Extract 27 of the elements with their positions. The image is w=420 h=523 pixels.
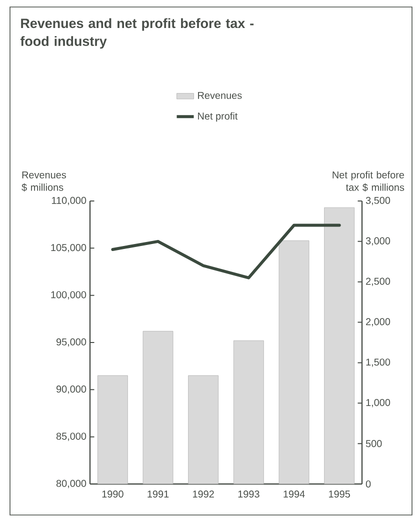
y2-tick-label: 3,000: [366, 237, 390, 246]
y2-tick-label: 500: [366, 440, 382, 448]
x-tick-label: 1994: [284, 490, 305, 498]
x-tick-label: 1992: [193, 490, 214, 498]
y2-tick-label: 1,500: [366, 358, 390, 367]
y-tick-label: 90,000: [56, 386, 86, 394]
y2-axis-title: Net profit before tax $ millions: [332, 171, 404, 192]
y-tick-label: 85,000: [56, 432, 86, 441]
legend-label: Net profit: [198, 112, 238, 122]
y-tick-label: 95,000: [56, 338, 86, 347]
legend-label: Revenues: [198, 92, 242, 99]
x-tick-label: 1991: [148, 490, 169, 498]
x-tick-label: 1990: [102, 490, 124, 498]
chart-title: Revenues and net profit before tax - food industry: [20, 18, 254, 49]
x-tick-label: 1995: [329, 490, 350, 498]
y2-tick-label: 2,000: [366, 318, 390, 326]
y2-tick-label: 3,500: [366, 196, 390, 206]
y-tick-label: 80,000: [56, 480, 86, 488]
y2-tick-label: 2,500: [366, 278, 390, 286]
y2-tick-label: 1,000: [366, 399, 390, 408]
line-series: [111, 224, 341, 280]
y-tick-label: 100,000: [51, 291, 86, 300]
y-tick-label: 105,000: [51, 244, 86, 252]
y-axis-title: Revenues $ millions: [22, 171, 66, 192]
y2-tick-label: 0: [366, 480, 371, 488]
x-tick-label: 1993: [238, 490, 260, 498]
y-tick-label: 110,000: [52, 196, 86, 206]
